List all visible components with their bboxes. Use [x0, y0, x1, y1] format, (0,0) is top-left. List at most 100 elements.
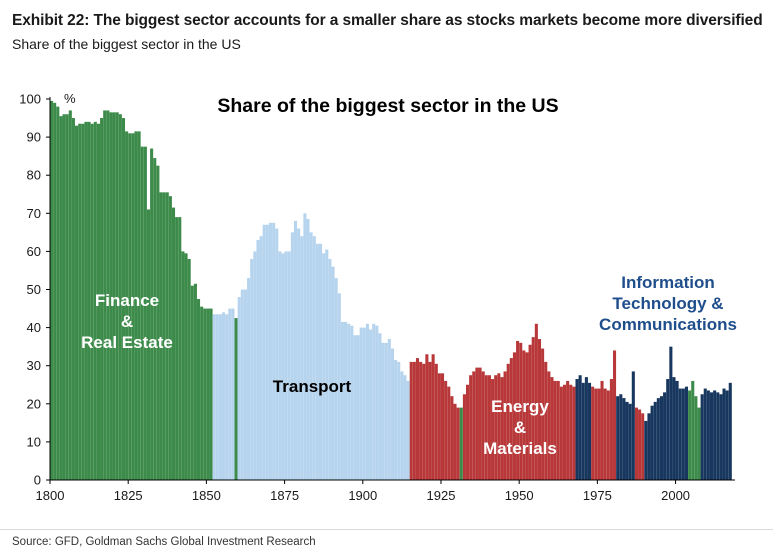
bar-transport-1854	[218, 314, 222, 480]
bar-energy-1948	[512, 352, 516, 480]
bar-it-2001	[678, 388, 682, 480]
segment-label-energy: &	[514, 418, 526, 437]
bar-finance-1828	[137, 131, 141, 480]
y-tick-label: 100	[19, 92, 41, 107]
segment-label-it: Communications	[599, 315, 737, 334]
bar-energy-1941	[491, 379, 495, 480]
bar-transport-1855	[222, 312, 226, 480]
bar-finance-1804	[62, 114, 66, 481]
bar-energy-1942	[494, 375, 498, 480]
segment-labels: Finance & Real Estate Transport Energy & Mater…	[81, 273, 737, 458]
bar-energy-1987	[634, 407, 638, 480]
bar-energy-1978	[606, 390, 610, 480]
bar-energy-1953	[528, 344, 532, 480]
y-tick-label: 10	[27, 434, 41, 449]
bar-finance-1851	[209, 308, 213, 480]
bar-transport-1907	[384, 342, 388, 480]
bar-transport-1911	[397, 361, 401, 480]
bar-energy-1973	[591, 386, 595, 480]
bar-transport-1897	[353, 335, 357, 480]
segment-label-finance: &	[121, 312, 133, 331]
bar-finance-1847	[197, 299, 201, 480]
bar-finance-1808	[75, 125, 79, 481]
bar-finance-1836	[162, 192, 166, 480]
y-tick-label: 0	[34, 473, 41, 488]
bar-it-1990	[644, 420, 648, 480]
bar-energy-1958	[544, 361, 548, 480]
bar-transport-1853	[215, 314, 219, 480]
bar-energy-1943	[497, 373, 501, 480]
bar-finance-1845	[190, 285, 194, 480]
bar-finance-1849	[203, 308, 207, 480]
bar-energy-1980	[613, 350, 617, 480]
bar-transport-1894	[344, 321, 348, 480]
bar-energy-1962	[556, 380, 560, 480]
bar-transport-1892	[337, 293, 341, 480]
bar-it-2014	[719, 394, 723, 480]
bar-finance-1816	[100, 118, 104, 481]
bar-energy-1974	[594, 388, 598, 480]
bar-energy-1929	[453, 403, 457, 480]
bar-finance-1803	[59, 116, 63, 481]
bar-transport-1858	[231, 308, 235, 480]
bar-finance-1822	[118, 114, 122, 481]
bar-energy-1923	[434, 363, 438, 480]
bar-transport-1908	[387, 339, 391, 480]
bar-transport-1899	[359, 327, 363, 480]
bar-finance-1832	[150, 148, 154, 480]
bar-energy-1977	[603, 388, 607, 480]
bar-energy-1932	[462, 394, 466, 480]
y-tick-label: 20	[27, 396, 41, 411]
bar-energy-1957	[541, 348, 545, 480]
bar-it-1992	[650, 405, 654, 480]
bar-energy-1920	[425, 354, 429, 480]
bar-energy-1928	[450, 396, 454, 480]
bar-transport-1898	[356, 335, 360, 480]
bar-energy-1915	[409, 361, 413, 480]
bar-energy-1939	[484, 375, 488, 480]
bar-finance-1831	[146, 209, 151, 481]
bar-transport-1865	[253, 251, 257, 480]
bar-energy-1933	[466, 384, 470, 480]
bar-energy-1925	[440, 373, 445, 480]
bar-energy-1944	[500, 377, 504, 480]
bar-transport-1882	[306, 219, 310, 480]
bar-transport-1881	[303, 213, 307, 481]
bar-it-2012	[713, 390, 717, 480]
segment-label-energy: Energy	[491, 397, 549, 416]
x-tick-label: 1925	[427, 488, 456, 503]
x-tick-label: 2000	[661, 488, 690, 503]
y-tick-label: 30	[27, 358, 41, 373]
bar-finance-1801	[53, 102, 57, 480]
x-tick-label: 1900	[348, 488, 377, 503]
bar-it-1991	[647, 413, 651, 480]
bar-transport-1889	[328, 259, 332, 480]
bar-transport-1877	[290, 232, 294, 480]
bar-transport-1885	[315, 243, 319, 480]
bar-it-2009	[703, 388, 707, 480]
bar-finance-2007	[697, 407, 701, 480]
bar-it-2016	[725, 390, 729, 480]
bar-it-2013	[716, 392, 720, 480]
bar-transport-1891	[334, 278, 338, 480]
bar-it-2008	[700, 394, 704, 480]
bar-finance-1829	[140, 146, 144, 481]
bar-transport-1868	[262, 224, 266, 480]
bar-it-1998	[669, 346, 673, 480]
bar-finance-2006	[694, 396, 698, 480]
bar-it-1996	[663, 392, 667, 480]
x-tick-label: 1950	[505, 488, 534, 503]
bar-transport-1880	[300, 236, 304, 480]
bar-transport-1867	[259, 236, 263, 480]
bar-finance-1931	[459, 407, 463, 480]
bar-transport-1904	[375, 325, 379, 480]
bar-finance-1817	[103, 110, 107, 481]
bar-it-1993	[653, 401, 657, 480]
bar-transport-1870	[268, 222, 273, 480]
bar-transport-1884	[312, 236, 316, 480]
bar-it-1994	[656, 398, 660, 480]
bar-it-1984	[625, 401, 629, 480]
bar-energy-1965	[566, 380, 570, 480]
bar-transport-1910	[394, 359, 398, 480]
bar-finance-1824	[125, 131, 129, 480]
